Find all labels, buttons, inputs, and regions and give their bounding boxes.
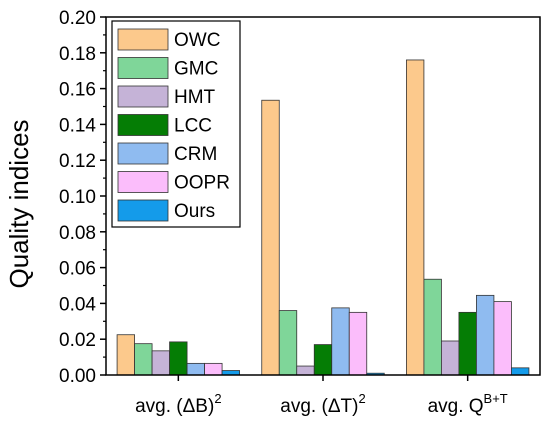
y-tick-label: 0.02 bbox=[59, 330, 96, 351]
y-tick-label: 0.00 bbox=[59, 366, 96, 387]
legend-swatch-ours bbox=[117, 199, 169, 222]
bar-lcc-1 bbox=[313, 344, 333, 376]
legend-swatch-crm bbox=[117, 142, 169, 165]
legend-swatch-lcc bbox=[117, 114, 169, 136]
bar-hmt-0 bbox=[151, 350, 170, 376]
y-tick-label: 0.14 bbox=[59, 115, 96, 136]
bar-crm-2 bbox=[476, 294, 495, 376]
x-category-superscript: B+T bbox=[484, 391, 508, 406]
y-axis: 0.00 0.02 0.04 0.06 0.08 0.10 0.12 0.14 0.16 0.18… bbox=[59, 8, 106, 387]
x-category-text: avg. Q bbox=[428, 396, 484, 417]
x-axis: avg. (ΔB)2 avg. (ΔT)2 avg. QB+T bbox=[135, 375, 508, 417]
legend-swatch-hmt bbox=[117, 85, 169, 108]
y-tick-label: 0.06 bbox=[59, 259, 96, 280]
bar-owc-2 bbox=[406, 59, 425, 376]
x-category-superscript: 2 bbox=[358, 391, 365, 406]
bar-crm-0 bbox=[186, 362, 205, 376]
plot-frame bbox=[105, 16, 541, 376]
bar-owc-0 bbox=[116, 334, 135, 376]
bar-oopr-2 bbox=[493, 301, 512, 376]
x-category-superscript: 2 bbox=[214, 391, 221, 406]
bar-oopr-0 bbox=[204, 362, 223, 376]
legend-label-oopr: OOPR bbox=[174, 173, 230, 194]
y-tick-label: 0.16 bbox=[59, 80, 96, 101]
legend-label-ours: Ours bbox=[174, 201, 215, 222]
legend-swatch-oopr bbox=[117, 171, 169, 193]
x-category-label: avg. (ΔT)2 bbox=[280, 391, 365, 417]
bar-gmc-0 bbox=[134, 343, 153, 376]
bar-owc-1 bbox=[261, 99, 280, 376]
bar-hmt-1 bbox=[296, 365, 315, 376]
bar-gmc-2 bbox=[423, 278, 442, 376]
legend-label-crm: CRM bbox=[174, 144, 217, 165]
bar-hmt-2 bbox=[441, 340, 460, 376]
bar-gmc-1 bbox=[278, 310, 298, 376]
legend-swatch-owc bbox=[117, 28, 169, 51]
bar-ours-2 bbox=[511, 367, 530, 376]
x-category-label: avg. (ΔB)2 bbox=[135, 391, 221, 417]
y-tick-label: 0.10 bbox=[59, 187, 96, 208]
bar-oopr-1 bbox=[348, 311, 368, 376]
x-category-text: avg. (ΔT) bbox=[280, 396, 358, 417]
y-axis-label: Quality indices bbox=[4, 119, 34, 288]
bar-lcc-0 bbox=[169, 341, 188, 376]
legend-label-owc: OWC bbox=[174, 30, 220, 51]
legend-label-gmc: GMC bbox=[174, 59, 218, 80]
x-category-label: avg. QB+T bbox=[428, 391, 508, 417]
legend-label-lcc: LCC bbox=[174, 116, 212, 137]
y-tick-label: 0.08 bbox=[59, 223, 96, 244]
bar-lcc-2 bbox=[458, 311, 477, 376]
y-tick-label: 0.18 bbox=[59, 44, 96, 65]
bar-crm-1 bbox=[331, 307, 350, 376]
legend: OWC GMC HMT LCC CRM OOPR Ours bbox=[111, 20, 241, 228]
y-tick-label: 0.04 bbox=[59, 294, 96, 315]
y-tick-label: 0.12 bbox=[59, 151, 96, 172]
legend-label-hmt: HMT bbox=[174, 87, 216, 108]
y-tick-label: 0.20 bbox=[59, 8, 96, 29]
legend-swatch-gmc bbox=[117, 57, 169, 79]
x-category-text: avg. (ΔB) bbox=[135, 396, 214, 417]
